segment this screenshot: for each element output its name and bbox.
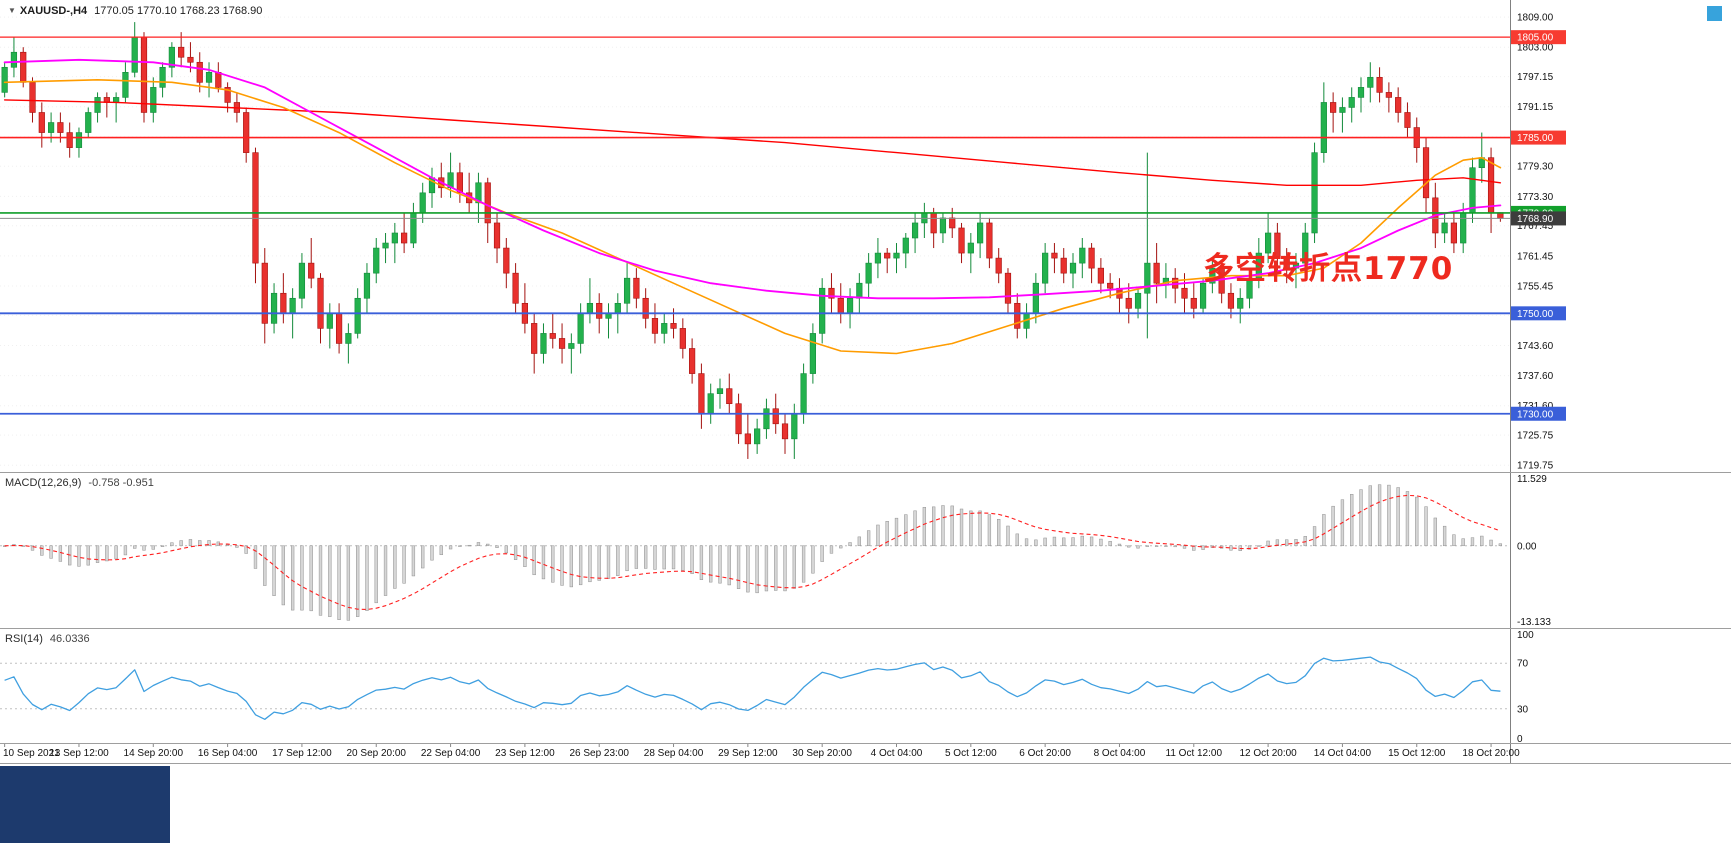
svg-text:12 Oct 20:00: 12 Oct 20:00 (1239, 748, 1297, 759)
svg-text:18 Oct 20:00: 18 Oct 20:00 (1462, 748, 1520, 759)
svg-text:8 Oct 04:00: 8 Oct 04:00 (1094, 748, 1146, 759)
svg-text:23 Sep 12:00: 23 Sep 12:00 (495, 748, 555, 759)
svg-text:29 Sep 12:00: 29 Sep 12:00 (718, 748, 778, 759)
svg-text:1809.00: 1809.00 (1517, 13, 1554, 24)
price-axis[interactable]: 1809.001803.001797.151791.151785.151779.… (1510, 0, 1731, 763)
svg-text:22 Sep 04:00: 22 Sep 04:00 (421, 748, 481, 759)
svg-text:16 Sep 04:00: 16 Sep 04:00 (198, 748, 258, 759)
svg-text:1719.75: 1719.75 (1517, 461, 1554, 472)
svg-text:1725.75: 1725.75 (1517, 431, 1554, 442)
svg-text:1773.30: 1773.30 (1517, 192, 1554, 203)
svg-text:11 Oct 12:00: 11 Oct 12:00 (1166, 748, 1223, 759)
candles (1, 22, 1504, 459)
pane-separators (0, 472, 1731, 764)
svg-text:15 Oct 12:00: 15 Oct 12:00 (1388, 748, 1446, 759)
macd-pane[interactable] (0, 484, 1510, 621)
svg-text:1767.45: 1767.45 (1517, 221, 1554, 232)
svg-text:100: 100 (1517, 630, 1534, 641)
svg-text:10 Sep 2021: 10 Sep 2021 (3, 748, 60, 759)
svg-text:13 Sep 12:00: 13 Sep 12:00 (49, 748, 109, 759)
svg-text:1779.30: 1779.30 (1517, 162, 1554, 173)
svg-text:28 Sep 04:00: 28 Sep 04:00 (644, 748, 704, 759)
svg-text:1730.00: 1730.00 (1517, 409, 1554, 420)
svg-text:30: 30 (1517, 704, 1529, 715)
svg-text:1737.60: 1737.60 (1517, 371, 1554, 382)
svg-text:1768.90: 1768.90 (1517, 214, 1554, 225)
corner-marker[interactable] (1707, 6, 1722, 21)
svg-text:11.529: 11.529 (1517, 474, 1547, 485)
svg-text:14 Sep 20:00: 14 Sep 20:00 (124, 748, 184, 759)
svg-text:1791.15: 1791.15 (1517, 102, 1554, 113)
svg-text:30 Sep 20:00: 30 Sep 20:00 (792, 748, 852, 759)
svg-text:26 Sep 23:00: 26 Sep 23:00 (569, 748, 629, 759)
svg-text:6 Oct 20:00: 6 Oct 20:00 (1019, 748, 1071, 759)
svg-text:0: 0 (1517, 734, 1523, 745)
svg-text:0.00: 0.00 (1517, 541, 1537, 552)
svg-text:1761.45: 1761.45 (1517, 251, 1554, 262)
svg-text:1797.15: 1797.15 (1517, 72, 1554, 83)
svg-text:70: 70 (1517, 659, 1529, 670)
svg-text:1803.00: 1803.00 (1517, 43, 1554, 54)
svg-text:1750.00: 1750.00 (1517, 309, 1554, 320)
svg-text:1743.60: 1743.60 (1517, 341, 1554, 352)
svg-text:1785.00: 1785.00 (1517, 133, 1554, 144)
svg-text:1805.00: 1805.00 (1517, 33, 1554, 44)
svg-text:20 Sep 20:00: 20 Sep 20:00 (347, 748, 407, 759)
svg-text:5 Oct 12:00: 5 Oct 12:00 (945, 748, 997, 759)
svg-text:14 Oct 04:00: 14 Oct 04:00 (1314, 748, 1372, 759)
background-window-fragment (0, 766, 170, 843)
svg-text:4 Oct 04:00: 4 Oct 04:00 (871, 748, 923, 759)
horizontal-lines[interactable] (0, 36, 1510, 415)
moving-averages (3, 58, 1502, 355)
svg-text:-13.133: -13.133 (1517, 617, 1551, 628)
rsi-pane[interactable] (0, 656, 1510, 720)
svg-text:1755.45: 1755.45 (1517, 281, 1554, 292)
svg-text:1731.60: 1731.60 (1517, 401, 1554, 412)
svg-text:17 Sep 12:00: 17 Sep 12:00 (272, 748, 332, 759)
